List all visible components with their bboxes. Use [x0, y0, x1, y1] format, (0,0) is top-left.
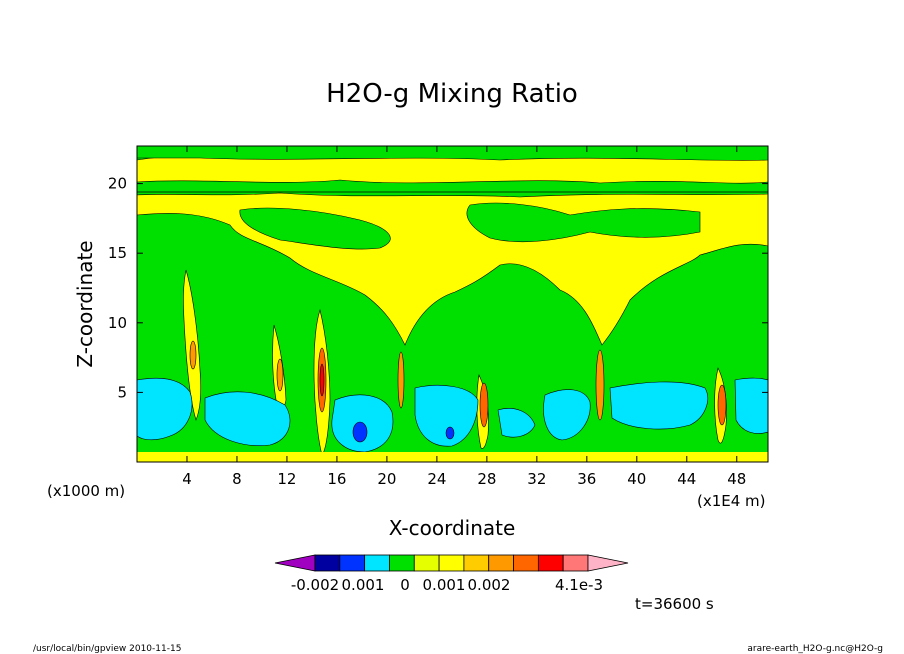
colorbar: -0.002 0.001 0 0.001 0.002 4.1e-3 [274, 554, 629, 594]
field-green-patch-2 [239, 207, 391, 250]
colorbar-tick-label-3: 0.001 [423, 576, 466, 594]
y-tick-label-0: 5 [117, 383, 127, 401]
field-cyan-6 [543, 389, 591, 441]
y-tick-label-2: 15 [108, 244, 127, 262]
y-tick-label-1: 10 [108, 314, 127, 332]
field-core-7 [717, 384, 727, 426]
colorbar-swatch-3 [389, 554, 415, 572]
field-core-1 [189, 340, 197, 370]
x-tick-label-10: 44 [677, 470, 696, 488]
plot-area [137, 146, 768, 462]
field-cyan-1 [137, 377, 193, 441]
colorbar-swatch-8 [513, 554, 539, 572]
colorbar-swatch-4 [413, 554, 440, 572]
x-tick-label-9: 40 [627, 470, 646, 488]
field-core-6 [595, 349, 605, 421]
colorbar-swatch-0 [314, 554, 341, 572]
colorbar-tick-label-4: 0.002 [468, 576, 511, 594]
chart-title: H2O-g Mixing Ratio [326, 79, 578, 109]
colorbar-tick-label-2: 0 [400, 576, 410, 594]
field-cyan-8 [734, 377, 768, 434]
field-cyan-2 [204, 391, 291, 446]
field-cyan-5 [497, 408, 536, 438]
plot-frame [136, 145, 769, 463]
y-axis-title: Z-coordinate [73, 240, 97, 367]
x-tick-label-1: 8 [232, 470, 242, 488]
field-green-patch-1 [466, 202, 701, 243]
x-tick-label-8: 36 [577, 470, 596, 488]
field-blue-1 [352, 421, 368, 443]
time-label: t=36600 s [635, 595, 714, 613]
field-core-3b [319, 363, 325, 397]
x-scale-note: (x1E4 m) [697, 492, 766, 510]
x-tick-label-5: 24 [427, 470, 446, 488]
x-tick-label-0: 4 [182, 470, 192, 488]
x-tick-label-4: 20 [377, 470, 396, 488]
field-core-5 [479, 382, 489, 428]
x-tick-label-3: 16 [327, 470, 346, 488]
colorbar-swatch-10 [562, 554, 589, 572]
colorbar-arrow-high [587, 554, 629, 572]
y-tick-label-3: 20 [108, 175, 127, 193]
colorbar-tick-label-1: 0.001 [342, 576, 385, 594]
field-blue-2 [445, 426, 455, 440]
footer-left: /usr/local/bin/gpview 2010-11-15 [33, 644, 181, 654]
field-cyan-7 [609, 381, 709, 430]
colorbar-swatch-1 [339, 554, 366, 572]
field-cyan-4 [414, 385, 479, 447]
colorbar-swatch-9 [537, 554, 564, 572]
colorbar-swatch-5 [438, 554, 465, 572]
colorbar-arrow-low [274, 554, 316, 572]
x-tick-label-11: 48 [727, 470, 746, 488]
footer-right: arare-earth_H2O-g.nc@H2O-g [747, 644, 883, 654]
colorbar-swatch-2 [364, 554, 390, 572]
x-tick-label-7: 32 [527, 470, 546, 488]
x-tick-label-6: 28 [477, 470, 496, 488]
field-bottom-strip [137, 452, 768, 462]
x-axis: 4 8 12 16 20 24 28 32 36 40 44 48 [182, 146, 746, 488]
colorbar-swatch-6 [463, 554, 490, 572]
field-top-green [137, 146, 768, 161]
x-tick-label-2: 12 [277, 470, 296, 488]
colorbar-swatch-7 [488, 554, 514, 572]
colorbar-tick-label-0: -0.002 [291, 576, 339, 594]
colorbar-tick-label-5: 4.1e-3 [555, 576, 603, 594]
field-core-4 [397, 351, 405, 409]
x-axis-title: X-coordinate [389, 516, 516, 540]
field-core-2 [276, 358, 284, 392]
field-mid-green-band [137, 179, 768, 198]
y-axis: 5 10 15 20 [108, 175, 768, 401]
x-unit-label: (x1000 m) [47, 482, 125, 500]
